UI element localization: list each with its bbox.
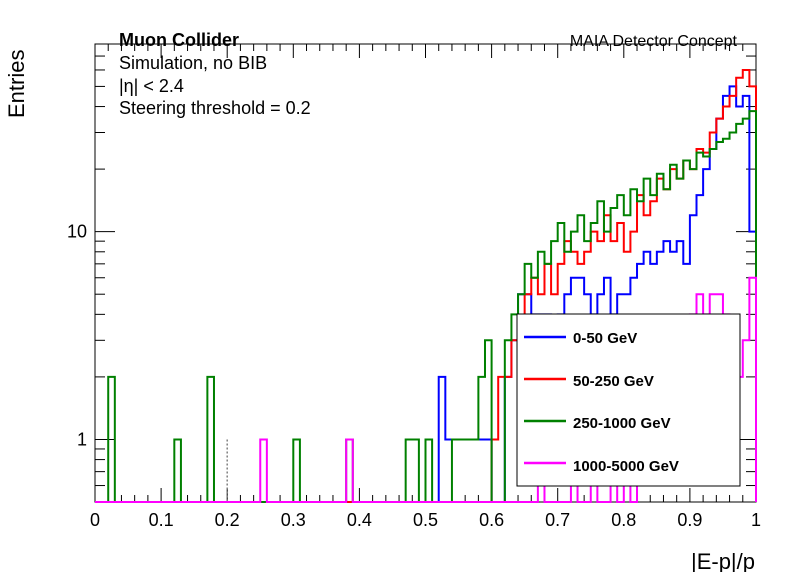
- legend-label-0-50: 0-50 GeV: [573, 330, 637, 347]
- x-tick-label: 0.4: [347, 510, 372, 530]
- y-tick-label: 10: [67, 222, 87, 242]
- x-tick-label: 1: [751, 510, 761, 530]
- y-tick-label: 1: [77, 429, 87, 449]
- experiment-label: Muon Collider: [119, 30, 239, 50]
- x-axis-title: |E-p|/p: [691, 549, 755, 572]
- x-tick-labels: 0 0.1 0.2 0.3 0.4 0.5 0.6 0.7 0.8 0.9 1: [90, 510, 761, 530]
- legend-label-1000-5000: 1000-5000 GeV: [573, 458, 679, 475]
- x-tick-label: 0.9: [677, 510, 702, 530]
- x-tick-label: 0.6: [479, 510, 504, 530]
- simulation-label: Simulation, no BIB: [119, 53, 267, 73]
- x-tick-label: 0.2: [215, 510, 240, 530]
- x-tick-label: 0.5: [413, 510, 438, 530]
- x-tick-label: 0.3: [281, 510, 306, 530]
- y-axis-title: Entries: [4, 50, 29, 118]
- x-tick-label: 0.1: [149, 510, 174, 530]
- concept-label: MAIA Detector Concept: [570, 33, 738, 50]
- legend-box: [516, 313, 741, 487]
- threshold-label: Steering threshold = 0.2: [119, 98, 311, 118]
- legend-label-250-1000: 250-1000 GeV: [573, 415, 671, 432]
- y-tick-labels: 1 10: [67, 222, 87, 450]
- legend: 0-50 GeV 50-250 GeV 250-1000 GeV 1000-50…: [516, 313, 741, 487]
- x-tick-label: 0: [90, 510, 100, 530]
- x-tick-label: 0.8: [611, 510, 636, 530]
- legend-label-50-250: 50-250 GeV: [573, 373, 654, 390]
- x-tick-label: 0.7: [545, 510, 570, 530]
- eta-cut-label: |η| < 2.4: [119, 76, 184, 96]
